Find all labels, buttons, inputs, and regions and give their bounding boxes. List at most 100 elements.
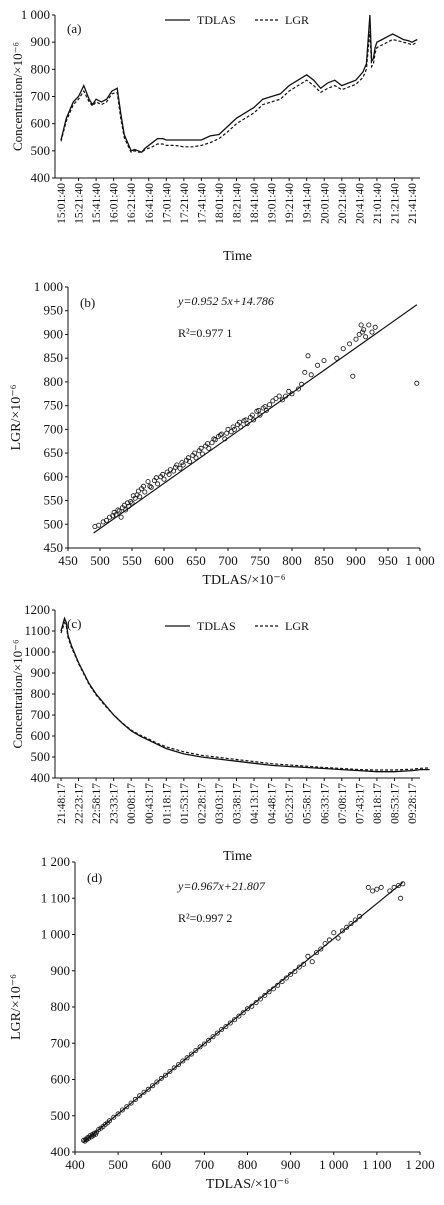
x-tick-label-c: 03:03:17 bbox=[214, 783, 226, 824]
data-point-d bbox=[115, 1111, 121, 1117]
y-tick-label-c: 1200 bbox=[24, 602, 50, 617]
y-tick-label-b: 900 bbox=[44, 326, 64, 341]
data-point-b bbox=[369, 329, 375, 335]
data-point-b bbox=[273, 395, 279, 401]
x-tick-label-c: 04:13:17 bbox=[249, 783, 261, 824]
data-point-b bbox=[315, 362, 321, 368]
y-tick-label-b: 800 bbox=[44, 374, 64, 389]
data-point-b bbox=[115, 507, 121, 513]
data-point-d bbox=[344, 924, 350, 930]
data-point-b bbox=[100, 519, 106, 525]
data-point-b bbox=[171, 468, 177, 474]
y-axis-label-c: Concentration/×10⁻⁶ bbox=[10, 640, 25, 749]
x-tick-label-b: 900 bbox=[346, 553, 366, 568]
x-tick-label-b: 800 bbox=[282, 553, 302, 568]
x-tick-label-b: 850 bbox=[314, 553, 334, 568]
x-tick-label-c: 03:38:17 bbox=[232, 783, 244, 824]
y-tick-label-a: 400 bbox=[31, 170, 51, 185]
data-point-d bbox=[141, 1089, 147, 1095]
data-point-b bbox=[256, 407, 262, 413]
x-tick-label-b: 1 000 bbox=[405, 553, 434, 568]
data-point-b bbox=[161, 476, 167, 482]
x-tick-label-c: 07:08:17 bbox=[337, 783, 349, 824]
x-tick-label-a: 17:41:40 bbox=[196, 183, 208, 224]
data-point-d bbox=[219, 1027, 225, 1033]
data-point-d bbox=[107, 1118, 113, 1124]
data-point-b bbox=[414, 380, 420, 386]
data-point-d bbox=[244, 1006, 250, 1012]
data-point-d bbox=[201, 1041, 207, 1047]
data-point-d bbox=[331, 930, 337, 936]
data-point-b bbox=[153, 475, 159, 481]
y-tick-label-b: 750 bbox=[44, 398, 64, 413]
x-tick-label-b: 600 bbox=[154, 553, 174, 568]
y-tick-label-d: 900 bbox=[51, 963, 71, 978]
data-point-b bbox=[356, 331, 362, 337]
data-point-b bbox=[334, 355, 340, 361]
data-point-d bbox=[370, 888, 376, 894]
regression-equation-d: y=0.967x+21.807 bbox=[177, 879, 266, 893]
x-tick-label-c: 08:53:17 bbox=[389, 783, 401, 824]
series-line-lgr-a bbox=[60, 31, 418, 153]
x-tick-label-c: 02:28:17 bbox=[196, 783, 208, 824]
data-point-b bbox=[231, 426, 237, 432]
data-point-b bbox=[193, 455, 199, 461]
y-tick-label-d: 500 bbox=[51, 1108, 71, 1123]
data-point-b bbox=[295, 386, 301, 392]
data-point-b bbox=[110, 513, 116, 519]
data-point-b bbox=[340, 346, 346, 352]
x-tick-label-a: 21:21:40 bbox=[389, 183, 401, 224]
data-point-b bbox=[347, 341, 353, 347]
x-tick-label-c: 01:18:17 bbox=[161, 783, 173, 824]
data-point-b bbox=[166, 471, 172, 477]
data-point-b bbox=[135, 488, 141, 494]
x-tick-label-a: 20:01:40 bbox=[319, 183, 331, 224]
regression-equation-b: y=0.952 5x+14.786 bbox=[177, 294, 274, 308]
data-point-b bbox=[366, 322, 372, 328]
data-point-b bbox=[217, 432, 223, 438]
data-point-b bbox=[179, 460, 185, 466]
x-axis-label-b: TDLAS/×10⁻⁶ bbox=[202, 573, 285, 588]
x-tick-label-c: 00:43:17 bbox=[144, 783, 156, 824]
y-tick-label-d: 1 000 bbox=[41, 927, 70, 942]
x-tick-label-c: 00:08:17 bbox=[126, 783, 138, 824]
data-point-b bbox=[118, 514, 124, 520]
y-axis-label-b: LGR/×10⁻⁶ bbox=[9, 384, 24, 450]
x-tick-label-b: 450 bbox=[58, 553, 78, 568]
y-tick-label-a: 1 000 bbox=[21, 7, 50, 22]
x-tick-label-b: 750 bbox=[250, 553, 270, 568]
data-point-b bbox=[142, 489, 148, 495]
x-tick-label-c: 08:18:17 bbox=[372, 783, 384, 824]
y-tick-label-a: 800 bbox=[31, 61, 51, 76]
data-point-b bbox=[137, 494, 143, 500]
data-point-b bbox=[177, 465, 183, 471]
x-tick-label-a: 19:41:40 bbox=[302, 183, 314, 224]
x-tick-label-a: 21:01:40 bbox=[372, 183, 384, 224]
y-tick-label-b: 650 bbox=[44, 445, 64, 460]
y-tick-label-a: 700 bbox=[31, 89, 51, 104]
x-tick-label-a: 20:41:40 bbox=[354, 183, 366, 224]
data-point-d bbox=[214, 1030, 220, 1036]
data-point-b bbox=[204, 441, 210, 447]
data-point-d bbox=[119, 1107, 125, 1113]
x-tick-label-d: 600 bbox=[152, 1157, 172, 1172]
y-tick-label-c: 1000 bbox=[24, 644, 50, 659]
data-point-d bbox=[223, 1024, 229, 1030]
data-point-d bbox=[193, 1048, 199, 1054]
x-tick-label-a: 19:01:40 bbox=[267, 183, 279, 224]
data-point-b bbox=[361, 327, 367, 333]
data-point-d bbox=[266, 989, 272, 995]
data-point-b bbox=[147, 483, 153, 489]
y-tick-label-d: 400 bbox=[51, 1144, 71, 1159]
x-tick-label-a: 17:21:40 bbox=[179, 183, 191, 224]
data-point-b bbox=[228, 429, 234, 435]
x-tick-label-a: 16:01:40 bbox=[109, 183, 121, 224]
data-point-b bbox=[212, 437, 218, 443]
x-axis-label-d: TDLAS/×10⁻⁶ bbox=[206, 1177, 289, 1192]
x-tick-label-a: 17:01:40 bbox=[161, 183, 173, 224]
data-point-d bbox=[283, 975, 289, 981]
data-point-b bbox=[363, 334, 369, 340]
data-point-d bbox=[188, 1051, 194, 1057]
data-point-b bbox=[321, 358, 327, 364]
data-point-d bbox=[253, 1000, 259, 1006]
